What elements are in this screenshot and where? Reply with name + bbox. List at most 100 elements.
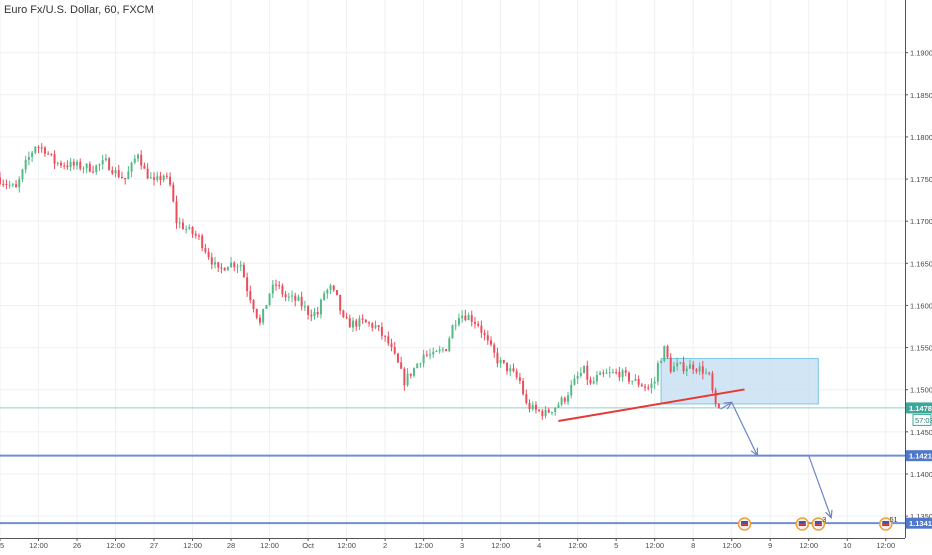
candle[interactable] xyxy=(34,146,37,155)
candle[interactable] xyxy=(544,406,547,419)
supply-zone-box[interactable] xyxy=(660,358,819,405)
candle[interactable] xyxy=(169,172,172,187)
projection-arrow-segment[interactable] xyxy=(808,455,832,518)
candle[interactable] xyxy=(550,411,553,416)
time-axis[interactable]: 25 12:00 26 12:00 27 12:00 28 12:00 Oct 12:00 2 12:… xyxy=(0,538,932,550)
candle[interactable] xyxy=(602,369,605,378)
candle[interactable] xyxy=(92,165,95,174)
candle[interactable] xyxy=(326,288,329,299)
candle[interactable] xyxy=(422,349,425,368)
candle[interactable] xyxy=(640,383,643,387)
candle[interactable] xyxy=(130,161,133,178)
candle[interactable] xyxy=(252,298,255,313)
candle[interactable] xyxy=(242,262,245,278)
candle[interactable] xyxy=(490,336,493,347)
candle[interactable] xyxy=(364,319,367,323)
candle[interactable] xyxy=(454,319,457,331)
candle[interactable] xyxy=(496,347,499,368)
candle[interactable] xyxy=(573,374,576,386)
candle[interactable] xyxy=(457,313,460,327)
candle[interactable] xyxy=(313,307,316,320)
candle[interactable] xyxy=(502,359,505,365)
candle[interactable] xyxy=(461,310,464,323)
candle[interactable] xyxy=(685,365,688,377)
candle[interactable] xyxy=(159,171,162,186)
candle[interactable] xyxy=(611,368,614,374)
candle[interactable] xyxy=(220,263,223,274)
candle[interactable] xyxy=(352,317,355,332)
candle[interactable] xyxy=(554,407,557,416)
candle[interactable] xyxy=(412,367,415,378)
candle[interactable] xyxy=(567,391,570,406)
candle[interactable] xyxy=(146,163,149,180)
candle[interactable] xyxy=(695,367,698,374)
candle[interactable] xyxy=(342,309,345,319)
candle[interactable] xyxy=(335,290,338,296)
candle[interactable] xyxy=(653,376,656,390)
candle[interactable] xyxy=(486,330,489,345)
candle[interactable] xyxy=(204,243,207,254)
candle[interactable] xyxy=(104,153,107,162)
candle[interactable] xyxy=(666,344,669,360)
candle[interactable] xyxy=(63,162,66,170)
candle[interactable] xyxy=(72,158,75,170)
candle[interactable] xyxy=(628,371,631,385)
candle[interactable] xyxy=(181,218,184,230)
candle[interactable] xyxy=(387,331,390,346)
candle[interactable] xyxy=(255,308,258,320)
candle[interactable] xyxy=(108,156,111,171)
candle[interactable] xyxy=(429,348,432,360)
candle[interactable] xyxy=(47,151,50,155)
candle[interactable] xyxy=(509,364,512,377)
candle[interactable] xyxy=(56,161,59,167)
candle[interactable] xyxy=(15,180,18,188)
candle[interactable] xyxy=(300,291,303,311)
candle[interactable] xyxy=(0,171,1,186)
candle[interactable] xyxy=(43,146,46,157)
candle[interactable] xyxy=(634,373,637,382)
candle[interactable] xyxy=(400,356,403,370)
candle[interactable] xyxy=(708,371,711,376)
candle[interactable] xyxy=(663,345,666,363)
candle[interactable] xyxy=(403,367,406,391)
candle[interactable] xyxy=(605,368,608,374)
candle[interactable] xyxy=(284,290,287,302)
candle[interactable] xyxy=(111,166,114,175)
candle[interactable] xyxy=(631,380,634,385)
candle[interactable] xyxy=(2,179,5,188)
candle[interactable] xyxy=(557,401,560,409)
candle[interactable] xyxy=(618,366,621,382)
candle[interactable] xyxy=(27,151,30,166)
candle[interactable] xyxy=(377,324,380,332)
candle[interactable] xyxy=(88,161,91,173)
candle[interactable] xyxy=(124,177,127,185)
candle[interactable] xyxy=(506,362,509,375)
candle[interactable] xyxy=(223,267,226,271)
candle[interactable] xyxy=(239,260,242,271)
candle[interactable] xyxy=(615,368,618,375)
candle[interactable] xyxy=(50,153,53,157)
candle[interactable] xyxy=(419,362,422,368)
candle[interactable] xyxy=(307,304,310,320)
candle[interactable] xyxy=(53,150,56,170)
candle[interactable] xyxy=(656,360,659,386)
candle[interactable] xyxy=(281,283,284,298)
candle[interactable] xyxy=(608,366,611,378)
candle[interactable] xyxy=(409,373,412,379)
candle[interactable] xyxy=(40,143,43,153)
candle[interactable] xyxy=(676,357,679,371)
candle[interactable] xyxy=(477,321,480,328)
candle[interactable] xyxy=(37,145,40,153)
candle[interactable] xyxy=(194,230,197,239)
candle[interactable] xyxy=(473,316,476,329)
candle[interactable] xyxy=(18,176,21,193)
candle[interactable] xyxy=(137,153,139,162)
candle[interactable] xyxy=(21,168,24,183)
candle[interactable] xyxy=(214,256,217,269)
event-layer[interactable]: 3 51 xyxy=(737,517,898,531)
candle[interactable] xyxy=(512,363,515,373)
candle[interactable] xyxy=(5,179,8,190)
candle[interactable] xyxy=(355,318,358,331)
candle[interactable] xyxy=(165,172,168,179)
